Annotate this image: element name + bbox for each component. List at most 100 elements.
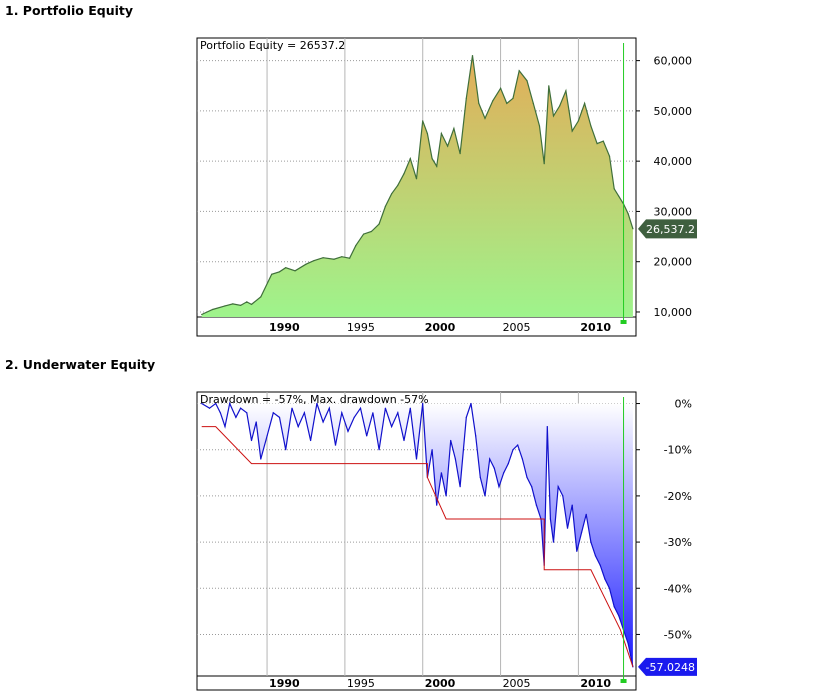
drawdown-point xyxy=(291,407,293,409)
equity-point xyxy=(478,102,480,104)
equity-point xyxy=(526,80,528,82)
equity-point xyxy=(492,100,494,102)
drawdown-point xyxy=(599,564,601,566)
drawdown-point xyxy=(531,486,533,488)
equity-point xyxy=(627,213,629,215)
equity-point xyxy=(212,308,214,311)
drawdown-point xyxy=(201,402,203,405)
equity-point xyxy=(538,125,541,127)
drawdown-point xyxy=(517,444,519,446)
equity-point xyxy=(559,105,561,107)
equity-point xyxy=(500,87,502,89)
drawdown-point xyxy=(512,449,514,451)
drawdown-point xyxy=(215,402,217,405)
drawdown-y-tick-label: 0% xyxy=(675,398,692,411)
drawdown-y-tick-label: -40% xyxy=(664,582,692,595)
equity-point xyxy=(349,257,351,259)
drawdown-point xyxy=(415,458,418,460)
equity-point xyxy=(246,301,248,303)
drawdown-point xyxy=(353,416,355,418)
equity-point xyxy=(565,90,567,92)
drawdown-point xyxy=(498,486,500,488)
equity-last-value-label: 26,537.2 xyxy=(646,223,695,236)
drawdown-point xyxy=(328,407,330,409)
equity-point xyxy=(632,228,634,230)
equity-point xyxy=(240,304,242,306)
equity-point xyxy=(378,223,380,225)
drawdown-point xyxy=(229,402,231,405)
equity-point xyxy=(294,270,296,272)
drawdown-point xyxy=(549,518,552,520)
equity-point xyxy=(422,120,424,122)
equity-point xyxy=(532,102,534,104)
drawdown-point xyxy=(562,495,564,497)
equity-point xyxy=(440,132,442,135)
drawdown-point xyxy=(397,412,399,414)
equity-point xyxy=(577,120,580,122)
equity-point xyxy=(465,97,467,99)
drawdown-point xyxy=(316,402,318,405)
equity-chart-title: Portfolio Equity = 26537.2 xyxy=(200,39,345,52)
drawdown-point xyxy=(208,407,211,409)
drawdown-point xyxy=(521,458,524,460)
drawdown-point xyxy=(479,476,481,478)
drawdown-point xyxy=(454,458,456,460)
drawdown-point xyxy=(445,495,447,497)
drawdown-point xyxy=(334,444,337,446)
drawdown-point xyxy=(219,412,221,414)
equity-point xyxy=(313,260,315,262)
drawdown-point xyxy=(613,606,615,608)
drawdown-point xyxy=(260,458,262,460)
drawdown-point xyxy=(571,504,573,506)
equity-point xyxy=(602,140,604,142)
drawdown-point xyxy=(535,504,538,506)
equity-x-tick-label: 1995 xyxy=(347,321,375,334)
equity-point xyxy=(471,55,474,57)
drawdown-point xyxy=(585,513,587,516)
drawdown-point xyxy=(285,449,287,451)
equity-point xyxy=(285,267,287,269)
equity-point xyxy=(447,145,449,147)
drawdown-chart-title: Drawdown = -57%, Max. drawdown -57% xyxy=(200,393,429,406)
drawdown-point xyxy=(391,426,393,428)
equity-date-marker-handle xyxy=(620,320,627,324)
drawdown-point xyxy=(347,430,349,432)
drawdown-x-tick-label: 2010 xyxy=(580,677,611,690)
drawdown-point xyxy=(618,615,620,617)
equity-point xyxy=(224,305,226,307)
section-title-portfolio-equity: 1. Portfolio Equity xyxy=(5,3,134,18)
portfolio-equity-chart: 1990 1995 2000 2005 2010 10,000 20,000 30,000 40… xyxy=(196,37,697,337)
equity-point xyxy=(608,155,611,157)
drawdown-point xyxy=(297,426,299,428)
drawdown-point xyxy=(366,435,368,437)
equity-point xyxy=(370,230,372,233)
drawdown-point xyxy=(422,402,424,405)
drawdown-point xyxy=(341,412,343,414)
drawdown-point xyxy=(470,402,472,405)
equity-point xyxy=(322,257,324,259)
drawdown-point xyxy=(403,439,405,442)
equity-y-tick-label: 10,000 xyxy=(654,306,693,319)
equity-point xyxy=(518,70,520,72)
equity-point xyxy=(391,193,393,195)
equity-point xyxy=(363,233,365,235)
drawdown-date-marker-handle xyxy=(620,679,627,683)
drawdown-last-value-flag xyxy=(638,657,697,676)
drawdown-point xyxy=(484,495,486,497)
equity-point xyxy=(613,188,615,190)
equity-point xyxy=(459,153,461,155)
drawdown-y-tick-label: -30% xyxy=(664,536,692,549)
equity-point xyxy=(618,195,620,197)
drawdown-point xyxy=(526,476,528,478)
drawdown-point xyxy=(503,472,505,474)
equity-y-tick-label: 50,000 xyxy=(654,105,693,118)
equity-point xyxy=(341,256,343,258)
drawdown-point xyxy=(246,412,248,414)
equity-point xyxy=(415,178,418,180)
equity-last-value-flag xyxy=(638,219,697,239)
equity-point xyxy=(590,125,592,127)
drawdown-point xyxy=(459,486,461,488)
drawdown-x-tick-label: 2005 xyxy=(503,677,531,690)
drawdown-point xyxy=(384,407,386,409)
drawdown-x-tick-label: 2000 xyxy=(425,677,456,690)
